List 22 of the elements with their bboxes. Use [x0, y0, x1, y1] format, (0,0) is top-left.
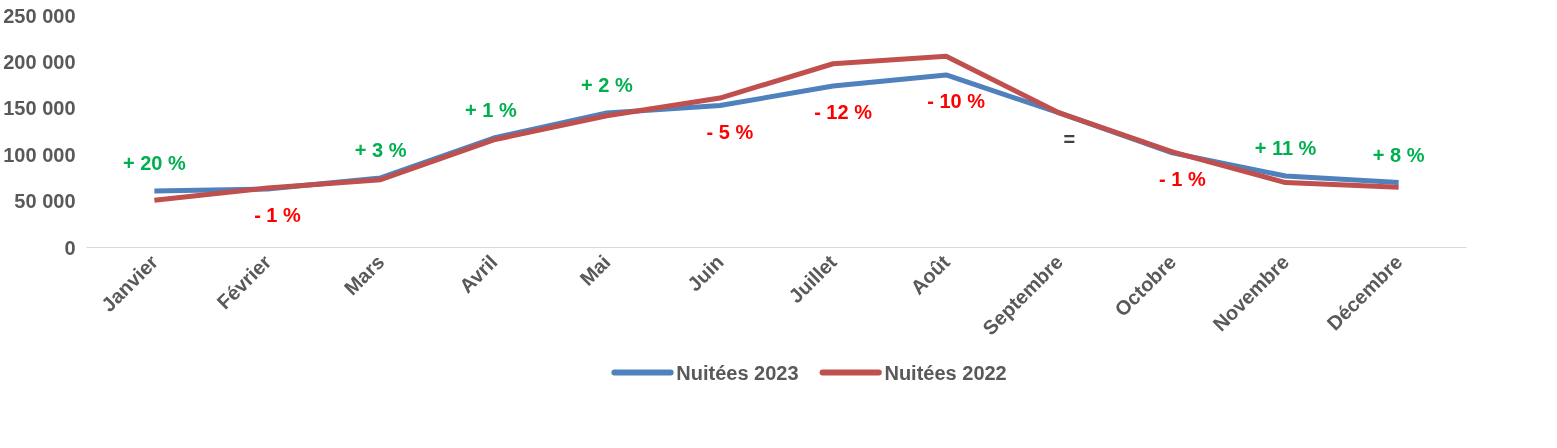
annotation: + 1 % [465, 99, 517, 121]
annotation: - 1 % [254, 204, 302, 227]
annotation: + 2 % [580, 73, 633, 96]
x-tick-label: Juin [683, 250, 728, 296]
annotation: + 8 % [1372, 143, 1425, 166]
annotation: - 1 % [1159, 167, 1206, 190]
x-tick-label: Mai [575, 250, 615, 290]
legend-label: Nuitées 2023 [676, 361, 799, 384]
y-tick-label: 100 000 [3, 143, 76, 166]
annotation: - 12 % [814, 101, 873, 124]
annotation: + 20 % [122, 151, 186, 174]
legend-label: Nuitées 2022 [884, 361, 1007, 384]
y-tick-label: 150 000 [3, 97, 76, 120]
annotation: + 3 % [354, 138, 407, 161]
y-tick-label: 50 000 [14, 190, 76, 213]
annotation: + 11 % [1254, 137, 1317, 160]
annotation: = [1063, 127, 1076, 150]
y-tick-label: 200 000 [3, 50, 76, 73]
y-tick-label: 250 000 [3, 4, 76, 27]
annotation: - 10 % [927, 89, 986, 112]
y-tick-label: 0 [64, 236, 76, 259]
annotation: - 5 % [706, 120, 754, 143]
